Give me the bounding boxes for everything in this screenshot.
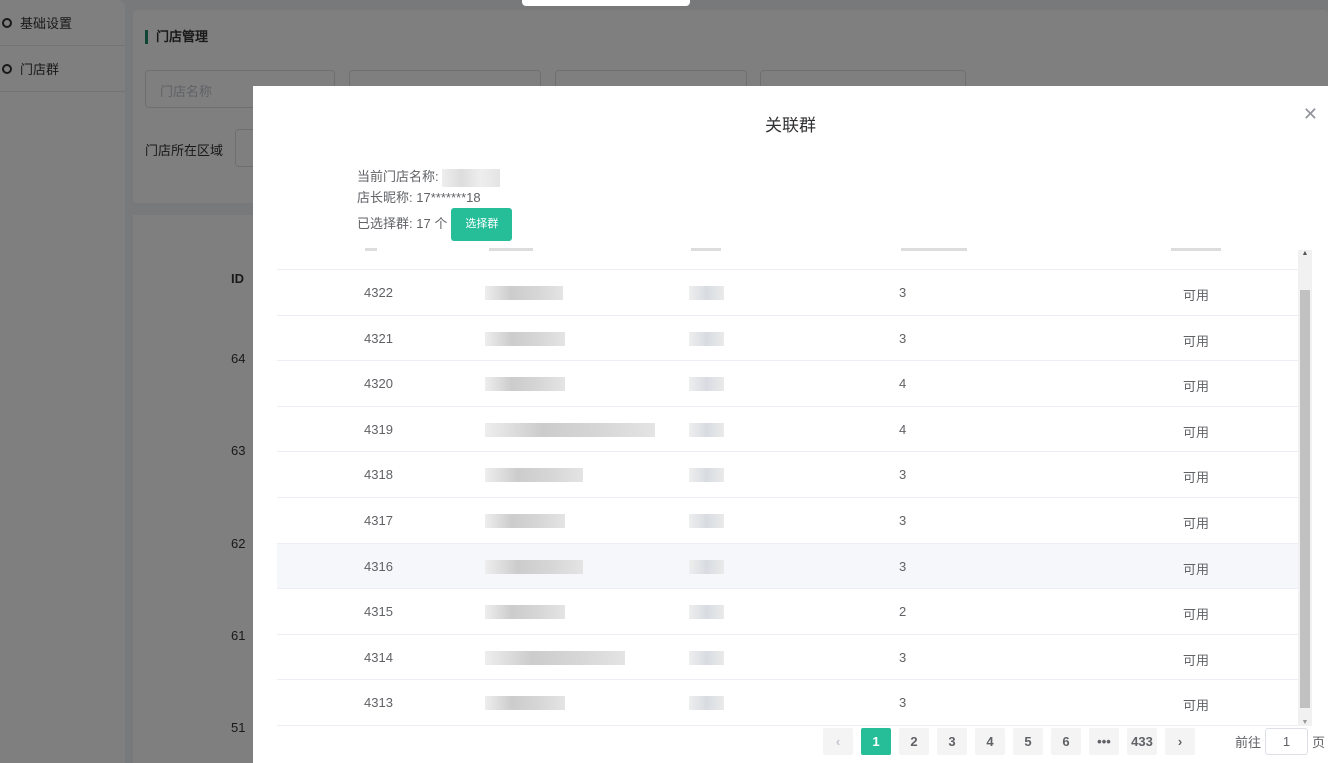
blurred-cell: [689, 286, 724, 300]
blurred-group-name: [485, 605, 565, 620]
blurred-cell: [689, 422, 724, 437]
cell-id: 4322: [364, 285, 393, 300]
table-row[interactable]: 4313 3 可用: [277, 680, 1298, 726]
top-popover: [522, 0, 690, 6]
table-row[interactable]: 4321 3 可用: [277, 316, 1298, 362]
associated-group-dialog: 关联群 ✕ 当前门店名称: 店长昵称: 17*******18 已选择群: 17…: [253, 86, 1328, 763]
cell-id: 4319: [364, 421, 393, 437]
blurred-cell: [689, 331, 724, 346]
selected-label: 已选择群:: [357, 215, 413, 231]
cell-status: 可用: [1183, 379, 1210, 395]
goto-label: 前往: [1235, 735, 1262, 750]
store-info: 当前门店名称: 店长昵称: 17*******18 已选择群: 17 个选择群: [357, 166, 513, 241]
blurred-cell: [689, 650, 724, 665]
page-button[interactable]: 5: [1013, 728, 1043, 755]
page-button[interactable]: 6: [1051, 728, 1081, 755]
goto-page-input[interactable]: [1265, 728, 1309, 755]
manager-label: 店长昵称:: [357, 190, 413, 205]
scrollbar-thumb[interactable]: [1300, 290, 1310, 708]
page-button[interactable]: 3: [937, 728, 967, 755]
scrollbar[interactable]: ▲ ▼: [1298, 250, 1312, 726]
cell-status: 可用: [1183, 424, 1210, 440]
cell-count: 3: [899, 649, 907, 665]
table-row[interactable]: 4317 3 可用: [277, 498, 1298, 544]
table-row[interactable]: 4318 3 可用: [277, 452, 1298, 498]
page-button[interactable]: 2: [899, 728, 929, 755]
cell-count: 3: [899, 330, 907, 346]
blurred-group-name: [485, 513, 565, 528]
group-table: 4322 3 可用 4321 3 可用 4320 4 可用 4319 4 可用 4318 3 可用 4317 3…: [277, 246, 1298, 726]
more-pages-button[interactable]: •••: [1089, 728, 1119, 755]
cell-id: 4313: [364, 695, 393, 711]
blurred-store-name: [442, 168, 501, 187]
cell-id: 4314: [364, 649, 393, 665]
blurred-group-name: [485, 331, 565, 346]
blurred-group-name: [485, 696, 565, 711]
cell-status: 可用: [1183, 515, 1210, 531]
next-page-button[interactable]: ›: [1165, 728, 1195, 755]
selected-count: 17 个: [416, 215, 448, 231]
blurred-cell: [689, 377, 724, 392]
cell-count: 3: [899, 695, 907, 711]
store-name-label: 当前门店名称:: [357, 169, 439, 184]
page-button[interactable]: 433: [1127, 728, 1157, 755]
cell-id: 4318: [364, 467, 393, 483]
table-row[interactable]: 4314 3 可用: [277, 635, 1298, 681]
cell-id: 4317: [364, 512, 393, 528]
table-row[interactable]: 4315 2 可用: [277, 589, 1298, 635]
cell-status: 可用: [1183, 652, 1210, 668]
cell-status: 可用: [1183, 333, 1210, 349]
cell-id: 4320: [364, 376, 393, 392]
cell-count: 2: [899, 604, 907, 620]
cell-count: 4: [899, 376, 907, 392]
cell-status: 可用: [1183, 288, 1210, 303]
table-row[interactable]: 4320 4 可用: [277, 361, 1298, 407]
blurred-group-name: [485, 377, 565, 392]
cell-count: 3: [899, 512, 907, 528]
blurred-group-name: [485, 650, 625, 665]
blurred-cell: [689, 559, 724, 574]
dialog-title: 关联群: [765, 116, 816, 135]
cell-status: 可用: [1183, 698, 1210, 714]
cell-count: 3: [899, 285, 907, 300]
manager-value: 17*******18: [416, 190, 481, 205]
page-button[interactable]: 1: [861, 728, 891, 755]
table-row[interactable]: 4316 3 可用: [277, 543, 1298, 590]
table-row[interactable]: 4319 4 可用: [277, 407, 1298, 453]
table-row[interactable]: 4322 3 可用: [277, 270, 1298, 316]
cell-id: 4315: [364, 604, 393, 620]
cell-id: 4316: [364, 558, 393, 574]
table-header: [277, 246, 1298, 270]
prev-page-button[interactable]: ‹: [823, 728, 853, 755]
cell-status: 可用: [1183, 607, 1210, 623]
close-icon[interactable]: ✕: [1302, 104, 1318, 124]
cell-count: 3: [899, 467, 907, 483]
page-button[interactable]: 4: [975, 728, 1005, 755]
blurred-cell: [689, 513, 724, 528]
blurred-group-name: [485, 468, 583, 483]
cell-count: 4: [899, 421, 907, 437]
select-group-button[interactable]: 选择群: [451, 208, 513, 241]
cell-id: 4321: [364, 330, 393, 346]
blurred-group-name: [485, 559, 583, 574]
cell-status: 可用: [1183, 561, 1210, 577]
page-suffix: 页: [1312, 735, 1326, 750]
blurred-cell: [689, 468, 724, 483]
blurred-cell: [689, 605, 724, 620]
blurred-group-name: [485, 286, 563, 300]
cell-status: 可用: [1183, 470, 1210, 486]
blurred-cell: [689, 696, 724, 711]
blurred-group-name: [485, 422, 655, 437]
cell-count: 3: [899, 558, 907, 574]
